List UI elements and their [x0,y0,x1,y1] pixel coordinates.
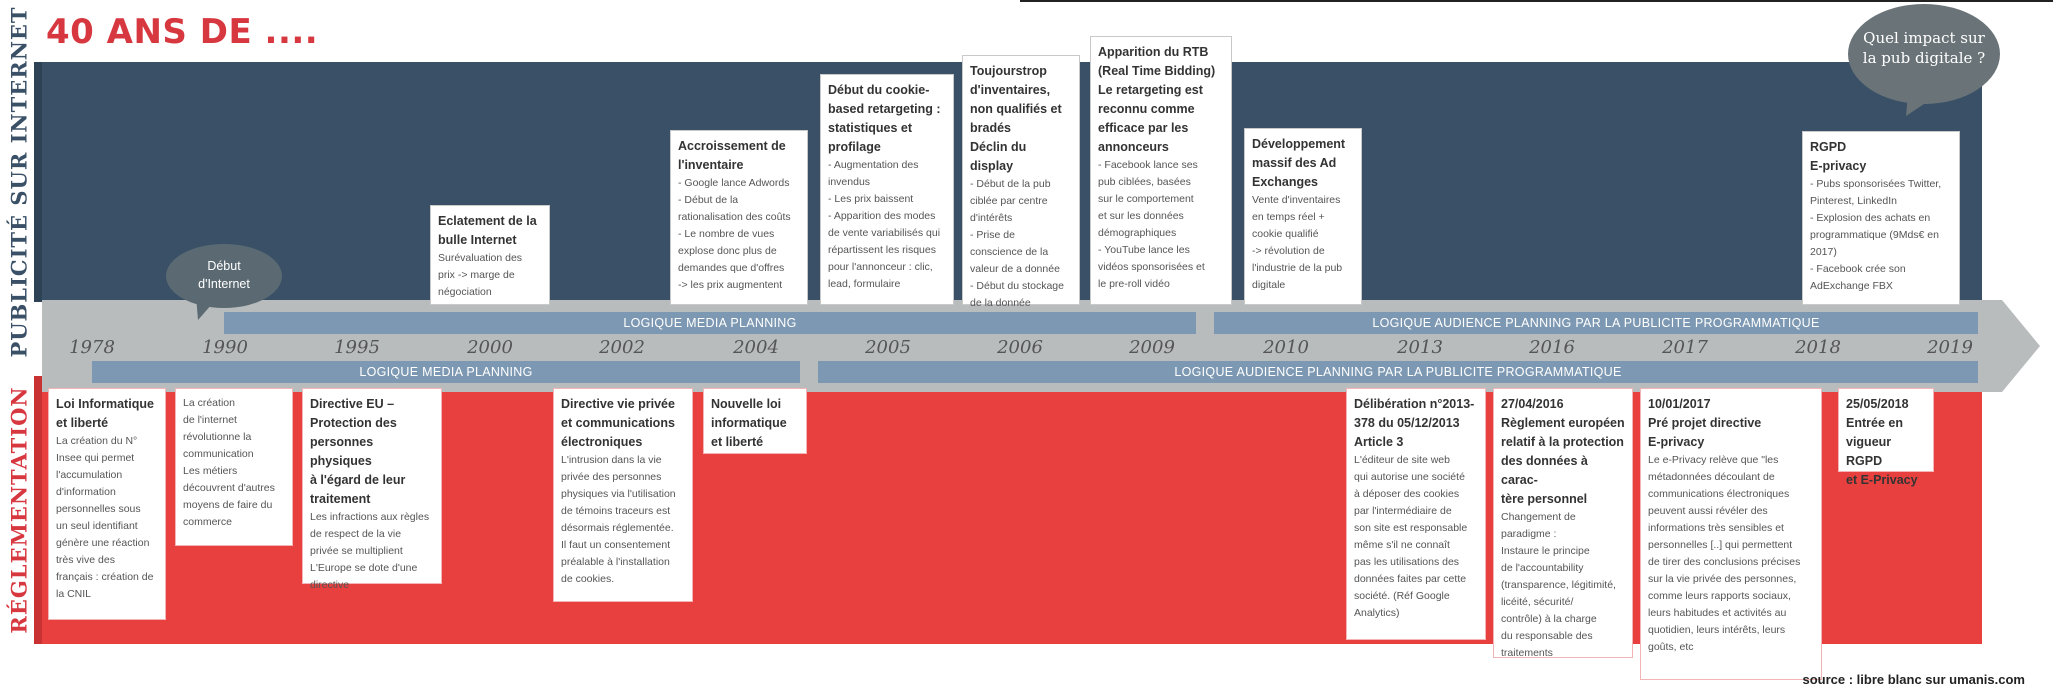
year-label: 2000 [467,337,513,358]
reg-title: Directive EU – Protection des personnes … [310,397,406,506]
event-card-2008: Toujourstrop d'inventaires, non qualifié… [962,55,1080,309]
reg-title: 25/05/2018 Entrée en vigueur RGPD et E-P… [1846,397,1918,487]
bubble-debut-internet: Début d'Internet [166,244,282,320]
year-label: 2013 [1397,337,1443,358]
reg-card-1990: La création de l'internet révolutionne l… [175,388,293,546]
event-body: - Augmentation des invendus - Les prix b… [828,159,941,290]
reg-card-1978: Loi Informatique et liberté La création … [48,388,166,620]
event-title: Toujourstrop d'inventaires, non qualifié… [970,64,1062,173]
internet-band-edge [34,62,42,302]
year-label: 1995 [334,337,380,358]
event-body: Vente d'inventaires en temps réel + cook… [1252,194,1343,291]
reg-card-2017: 10/01/2017 Pré projet directive E-privac… [1640,388,1822,680]
reg-body: Le e-Privacy relève que "les métadonnées… [1648,454,1801,653]
strip-media-planning-top: LOGIQUE MEDIA PLANNING [224,312,1196,334]
event-title: Apparition du RTB (Real Time Bidding) Le… [1098,45,1216,154]
bubble-impact: Quel impact sur la pub digitale ? [1846,4,2002,116]
speech-bubble-icon [166,244,282,320]
event-card-2010: Développement massif des Ad Exchanges Ve… [1244,128,1362,305]
year-label: 2018 [1795,337,1841,358]
event-card-2004: Accroissement de l'inventaire - Google l… [670,130,808,305]
year-label: 2004 [733,337,779,358]
top-rule [1020,0,2053,2]
reg-body: L'éditeur de site web qui autorise une s… [1354,454,1468,619]
speech-bubble-icon [1848,4,2000,116]
reg-body: La création du N° Insee qui permet l'acc… [56,435,154,600]
reg-card-2016: 27/04/2016 Règlement européen relatif à … [1493,388,1633,659]
reg-title: Directive vie privée et communications é… [561,397,675,449]
reg-card-1995: Directive EU – Protection des personnes … [302,388,442,591]
reg-title: Délibération n°2013- 378 du 05/12/2013 A… [1354,397,1475,449]
event-body: - Début de la pub ciblée par centre d'in… [970,178,1064,309]
event-card-2005: Début du cookie- based retargeting : sta… [820,74,954,305]
bubble-impact-text: Quel impact sur la pub digitale ? [1862,29,1986,68]
side-label-internet: PUBLICITÉ SUR INTERNET [0,6,38,357]
side-label-regulation: RÉGLEMENTATION [0,376,38,644]
year-label: 2010 [1263,337,1309,358]
strip-audience-planning-top: LOGIQUE AUDIENCE PLANNING PAR LA PUBLICI… [1214,312,1978,334]
reg-card-2013: Délibération n°2013- 378 du 05/12/2013 A… [1346,388,1486,640]
reg-card-2002: Directive vie privée et communications é… [553,388,693,602]
reg-body: L'intrusion dans la vie privée des perso… [561,454,676,585]
event-title: Eclatement de la bulle Internet [438,214,537,247]
year-label: 2005 [865,337,911,358]
reg-card-2004: Nouvelle loi informatique et liberté [703,388,807,454]
page-title: 40 ANS DE .... [46,12,319,52]
year-label: 1978 [69,337,115,358]
event-card-2018: RGPD E-privacy - Pubs sponsorisées Twitt… [1802,131,1960,305]
reg-title: Nouvelle loi informatique et liberté [711,397,787,449]
event-body: Surévaluation des prix -> marge de négoc… [438,252,523,298]
reg-card-2018: 25/05/2018 Entrée en vigueur RGPD et E-P… [1838,388,1934,487]
strip-audience-planning-bottom: LOGIQUE AUDIENCE PLANNING PAR LA PUBLICI… [818,361,1978,383]
reg-body: La création de l'internet révolutionne l… [183,397,275,528]
event-title: Développement massif des Ad Exchanges [1252,137,1346,189]
year-label: 2017 [1662,337,1708,358]
reg-body: Les infractions aux règles de respect de… [310,511,430,591]
event-card-2000: Eclatement de la bulle Internet Surévalu… [430,205,550,305]
event-title: Début du cookie- based retargeting : sta… [828,83,941,154]
year-label: 1990 [202,337,248,358]
year-label: 2006 [997,337,1043,358]
year-label: 2009 [1129,337,1175,358]
bubble-debut-text: Début d'Internet [198,259,250,291]
source-credit: source : libre blanc sur umanis.com [1802,672,2025,687]
side-label-regulation-text: RÉGLEMENTATION [6,386,32,634]
event-title: Accroissement de l'inventaire [678,139,786,172]
event-body: - Pubs sponsorisées Twitter, Pinterest, … [1810,178,1942,292]
reg-title: Loi Informatique et liberté [56,397,154,430]
year-label: 2016 [1529,337,1575,358]
year-label: 2019 [1927,337,1973,358]
strip-media-planning-bottom: LOGIQUE MEDIA PLANNING [92,361,800,383]
event-title: RGPD E-privacy [1810,140,1867,173]
reg-body: Changement de paradigme : Instaure le pr… [1501,511,1616,659]
reg-title: 27/04/2016 Règlement européen relatif à … [1501,397,1625,506]
side-label-internet-text: PUBLICITÉ SUR INTERNET [6,6,32,358]
event-card-2009: Apparition du RTB (Real Time Bidding) Le… [1090,36,1232,305]
event-body: - Google lance Adwords - Début de la rat… [678,177,791,291]
year-label: 2002 [599,337,645,358]
reg-title: 10/01/2017 Pré projet directive E-privac… [1648,397,1762,449]
event-body: - Facebook lance ses pub ciblées, basées… [1098,159,1205,290]
regulation-band-edge [34,376,42,644]
